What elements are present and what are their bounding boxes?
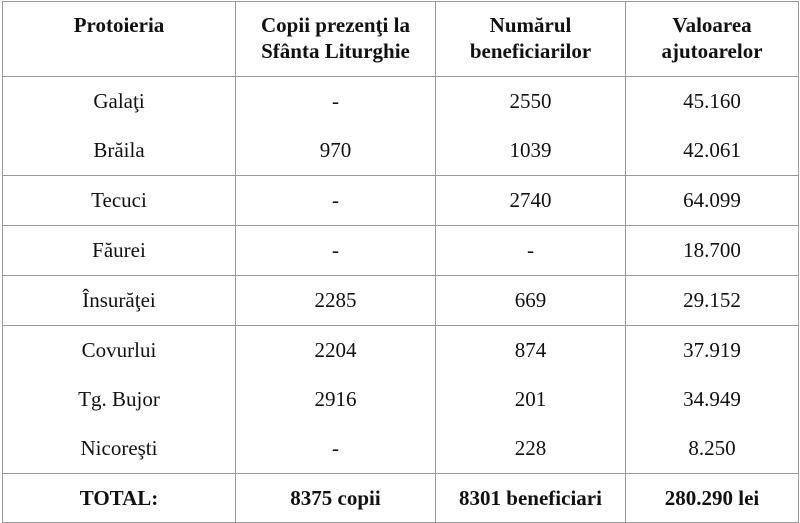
table-body: Galaţi -2550 45.160 Brăila 970 1039 42.061 Tecu… xyxy=(2,76,799,474)
table-cell: - xyxy=(235,175,436,226)
table-row: Însurăţei 2285 669 29.152 xyxy=(2,275,799,326)
table-cell: Covurlui xyxy=(2,325,236,375)
table-row: Brăila 970 1039 42.061 xyxy=(2,126,799,176)
table-cell: 37.919 xyxy=(625,325,799,375)
table-cell: Nicoreşti xyxy=(2,424,236,474)
total-cell: 8301 beneficiari xyxy=(435,473,626,523)
table-cell: Tecuci xyxy=(2,175,236,226)
table-cell: 42.061 xyxy=(625,126,799,176)
table-cell: Brăila xyxy=(2,126,236,176)
table-cell: 874 xyxy=(435,325,626,375)
table-cell: 34.949 xyxy=(625,375,799,424)
table-cell: 2916 xyxy=(235,375,436,424)
table-cell: 669 xyxy=(435,275,626,326)
table-cell: 29.152 xyxy=(625,275,799,326)
table-cell: 1039 xyxy=(435,126,626,176)
table-cell: - xyxy=(435,225,626,276)
header-cell: Numărul beneficiarilor xyxy=(435,1,626,77)
table-cell: 2550 xyxy=(435,76,626,126)
header-cell: Copii prezenţi la Sfânta Liturghie xyxy=(235,1,436,77)
table-row: Covurlui 2204 874 37.919 xyxy=(2,325,799,375)
table-cell: - xyxy=(235,76,436,126)
table-row: Tg. Bujor 2916 201 34.949 xyxy=(2,375,799,424)
table-row: Făurei - -18.700 xyxy=(2,225,799,276)
table-cell: 2285 xyxy=(235,275,436,326)
table-cell: - xyxy=(235,424,436,474)
header-cell: Valoarea ajutoarelor xyxy=(625,1,799,77)
table-cell: Însurăţei xyxy=(2,275,236,326)
total-row: TOTAL: 8375 copii 8301 beneficiari 280.2… xyxy=(2,473,799,523)
table-cell: 18.700 xyxy=(625,225,799,276)
table-cell: Galaţi xyxy=(2,76,236,126)
header-row: Protoieria Copii prezenţi la Sfânta Litu… xyxy=(2,1,799,77)
table-row: Galaţi -2550 45.160 xyxy=(2,76,799,126)
table-cell: 970 xyxy=(235,126,436,176)
table-row: Tecuci -2740 64.099 xyxy=(2,175,799,226)
table-cell: 2740 xyxy=(435,175,626,226)
total-cell: TOTAL: xyxy=(2,473,236,523)
table-row: Nicoreşti -228 8.250 xyxy=(2,424,799,474)
header-cell: Protoieria xyxy=(2,1,236,77)
table-cell: 228 xyxy=(435,424,626,474)
table-cell: 2204 xyxy=(235,325,436,375)
table-cell: 64.099 xyxy=(625,175,799,226)
table-cell: 45.160 xyxy=(625,76,799,126)
total-cell: 8375 copii xyxy=(235,473,436,523)
table-cell: Făurei xyxy=(2,225,236,276)
table-cell: - xyxy=(235,225,436,276)
table-cell: Tg. Bujor xyxy=(2,375,236,424)
table-cell: 201 xyxy=(435,375,626,424)
total-cell: 280.290 lei xyxy=(625,473,799,523)
table-cell: 8.250 xyxy=(625,424,799,474)
